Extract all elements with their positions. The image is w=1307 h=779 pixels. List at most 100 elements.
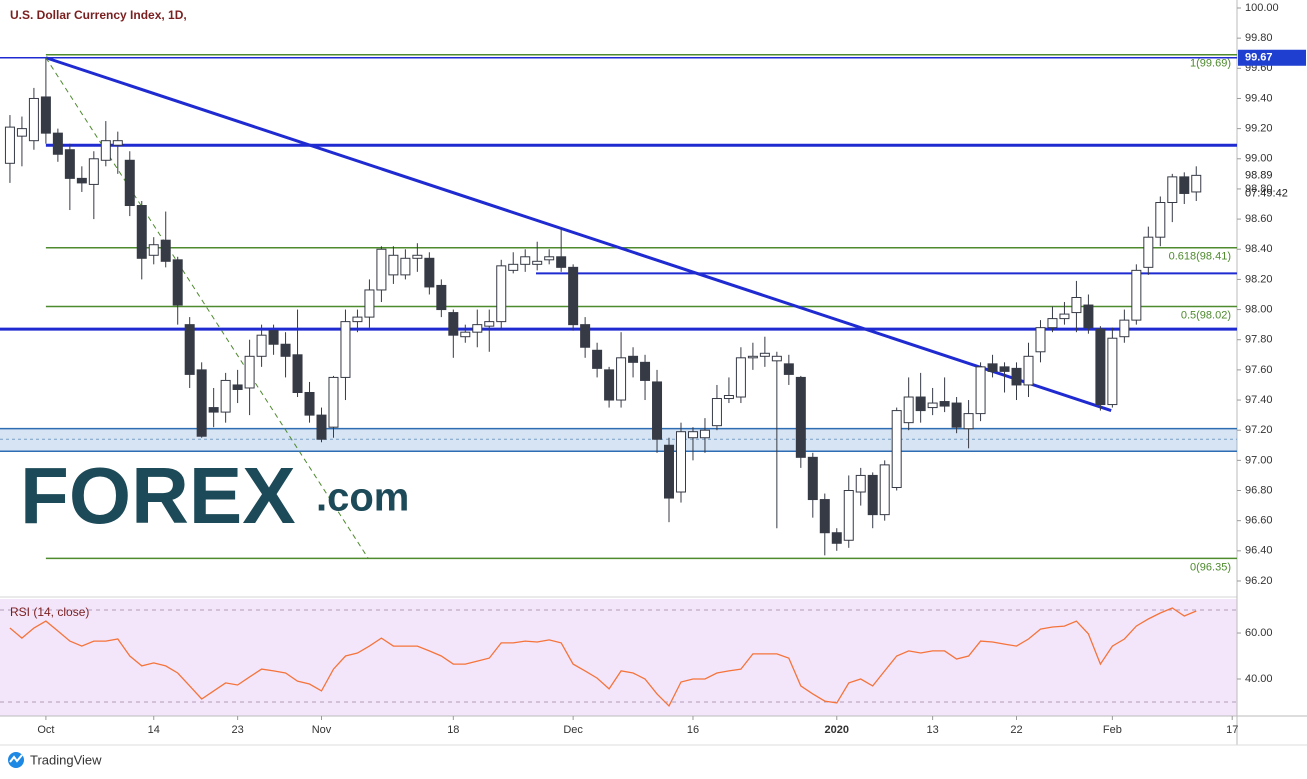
y-tick-label: 97.80 <box>1245 334 1273 346</box>
y-tick-label: 99.80 <box>1245 32 1273 44</box>
candle-body <box>927 402 938 409</box>
candle-body <box>771 355 782 362</box>
candle-body <box>1083 304 1094 329</box>
x-tick-label: Dec <box>563 724 583 736</box>
candle-body <box>1023 355 1034 386</box>
candle-body <box>723 395 734 400</box>
candle-body <box>172 259 183 306</box>
candle-body <box>184 324 195 375</box>
plot: 1(99.69) 0.618(98.41) 0.5(98.02) 0(96.35) 96… <box>0 2 1306 736</box>
candle-body <box>316 414 327 440</box>
candle-body <box>711 398 722 427</box>
candle-body <box>819 499 830 534</box>
y-tick-label: 96.60 <box>1245 515 1273 527</box>
rsi-line <box>9 607 1197 707</box>
fib-label: 1(99.69) <box>1190 58 1231 70</box>
candle-body <box>28 97 39 142</box>
support-zone <box>0 428 1237 452</box>
candle-body <box>903 396 914 424</box>
price-tag-label: 99.67 <box>1245 52 1273 64</box>
candle-body <box>687 431 698 439</box>
candle-body <box>879 464 890 516</box>
candle-body <box>4 126 15 164</box>
candle-body <box>783 363 794 375</box>
y-tick-label: 97.20 <box>1245 424 1273 436</box>
rsi-y-tick-label: 40.00 <box>1245 673 1273 685</box>
candle-body <box>64 149 75 179</box>
fib-label: 0.618(98.41) <box>1169 251 1231 263</box>
candle-body <box>891 410 902 488</box>
candle-body <box>352 316 363 323</box>
candle-body <box>52 132 63 155</box>
candle-body <box>1059 313 1070 320</box>
candle-body <box>100 140 111 161</box>
candle-body <box>208 407 219 413</box>
candle-body <box>76 177 87 184</box>
candle-body <box>963 413 974 430</box>
candle-body <box>544 256 555 261</box>
candle-body <box>592 349 603 369</box>
candle-body <box>975 366 986 415</box>
candle-body <box>568 266 579 326</box>
y-tick-label: 98.80 <box>1245 183 1273 195</box>
candle-body <box>1071 297 1082 314</box>
footer-brand: TradingView <box>30 752 102 767</box>
candle-body <box>664 444 675 499</box>
logo-suffix: .com <box>316 476 409 520</box>
candle-body <box>1011 367 1022 386</box>
candle-body <box>520 256 531 265</box>
rsi-label: RSI (14, close) <box>10 605 89 619</box>
candle-body <box>1095 328 1106 406</box>
x-tick-label: 2020 <box>825 724 849 736</box>
candle-body <box>628 355 639 363</box>
candle-body <box>148 244 159 256</box>
y-tick-label: 96.80 <box>1245 484 1273 496</box>
candle-body <box>915 396 926 412</box>
candle-body <box>759 352 770 357</box>
y-tick-label: 97.60 <box>1245 364 1273 376</box>
candle-body <box>220 379 231 413</box>
x-tick-label: 14 <box>148 724 160 736</box>
y-tick-label: 97.40 <box>1245 394 1273 406</box>
candle-body <box>1035 327 1046 353</box>
candle-body <box>88 158 99 185</box>
candle-body <box>1047 318 1058 329</box>
price-tag <box>1238 49 1306 66</box>
candle-body <box>580 324 591 348</box>
x-tick-label: Nov <box>312 724 332 736</box>
x-tick-label: 13 <box>927 724 939 736</box>
candle-body <box>364 289 375 318</box>
rsi-y-tick-label: 60.00 <box>1245 627 1273 639</box>
x-tick-label: 18 <box>447 724 459 736</box>
x-tick-label: 22 <box>1010 724 1022 736</box>
candle-body <box>232 384 243 390</box>
candle-body <box>855 474 866 493</box>
y-tick-label: 96.20 <box>1245 575 1273 587</box>
y-tick-label: 97.00 <box>1245 454 1273 466</box>
candle-body <box>376 248 387 291</box>
candle-body <box>1119 319 1130 338</box>
candle-body <box>340 321 351 378</box>
y-tick-label: 98.60 <box>1245 213 1273 225</box>
candle-body <box>616 357 627 401</box>
trendline <box>45 57 369 559</box>
candle-body <box>16 128 27 137</box>
candle-body <box>436 284 447 311</box>
candle-body <box>795 376 806 458</box>
candle-body <box>699 429 710 439</box>
candle-body <box>999 366 1010 372</box>
candle-body <box>556 256 567 268</box>
candle-body <box>939 401 950 407</box>
chart-title: U.S. Dollar Currency Index, 1D, <box>10 8 187 22</box>
candle-body <box>951 402 962 428</box>
candle-body <box>424 257 435 288</box>
y-tick-label: 100.00 <box>1245 2 1279 14</box>
candle-body <box>196 369 207 437</box>
candle-body <box>40 96 51 134</box>
candle-body <box>867 474 878 516</box>
candle-body <box>831 532 842 544</box>
candle-body <box>1191 174 1202 193</box>
candle-body <box>448 312 459 336</box>
candle-body <box>807 456 818 501</box>
